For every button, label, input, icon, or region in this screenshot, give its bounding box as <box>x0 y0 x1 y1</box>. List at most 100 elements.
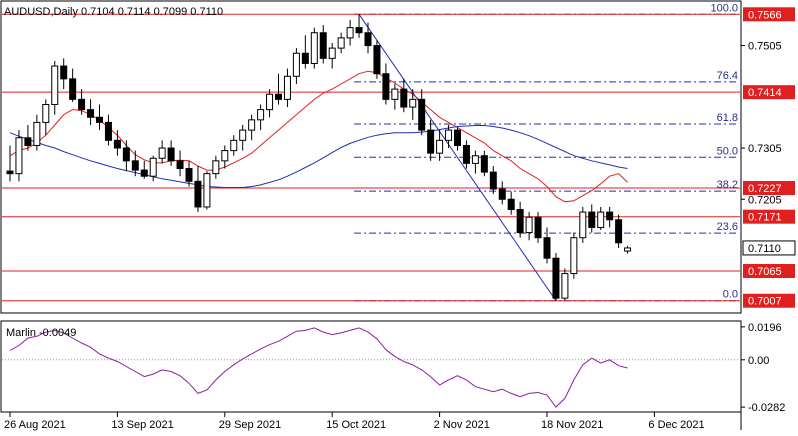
candle-body-up <box>436 139 444 154</box>
trendline[interactable] <box>358 14 557 302</box>
candle <box>382 63 390 105</box>
time-axis: 26 Aug 2021 13 Sep 2021 29 Sep 2021 15 Oct … <box>4 412 705 431</box>
candle-body-down <box>418 98 426 131</box>
candle-body-up <box>33 121 41 146</box>
candle <box>391 83 399 110</box>
time-tick-label: 2 Nov 2021 <box>434 419 490 431</box>
candle-body-down <box>427 129 435 154</box>
candle <box>498 181 506 205</box>
candle-body-down <box>516 209 524 234</box>
candle <box>24 124 32 151</box>
candle-body-up <box>561 273 569 299</box>
candle-body-up <box>158 147 166 159</box>
candle <box>69 68 77 102</box>
candle <box>427 119 435 161</box>
candle-body-down <box>24 137 32 146</box>
fib-label-61.8: 61.8 <box>717 112 738 124</box>
current-price-label: 0.7110 <box>748 243 781 255</box>
candle-body-down <box>60 65 68 80</box>
fib-labels: 100.0 76.4 61.8 50.0 38.2 23.6 0.0 <box>710 2 738 300</box>
time-tick-label: 18 Nov 2021 <box>541 419 603 431</box>
price-tick-label: 0.7205 <box>748 194 782 206</box>
candle-body-up <box>248 119 256 131</box>
level-price-box <box>743 7 795 22</box>
candle <box>51 60 59 115</box>
fib-label-0.0: 0.0 <box>723 289 738 301</box>
candle-body-down <box>69 78 77 100</box>
candle-body-down <box>507 198 515 211</box>
candle <box>292 48 300 84</box>
candle <box>400 78 408 113</box>
time-tick-label: 29 Sep 2021 <box>219 419 281 431</box>
candle <box>301 35 309 69</box>
level-price-box <box>743 293 795 308</box>
chart-title: AUDUSD,Daily 0.7104 0.7114 0.7099 0.7110 <box>4 6 223 18</box>
candle <box>337 32 345 54</box>
time-tick-label: 15 Oct 2021 <box>326 419 386 431</box>
candle-body-down <box>96 116 103 123</box>
candle <box>257 104 265 131</box>
candle-body-down <box>498 188 506 200</box>
candle <box>418 89 426 136</box>
candle-body-up <box>328 47 336 59</box>
candle <box>310 27 318 69</box>
candle-body-down <box>480 155 488 173</box>
candle <box>507 191 515 215</box>
candle-body-down <box>176 160 184 170</box>
marlin-line <box>9 327 628 408</box>
candle <box>185 160 193 187</box>
moving-average-1 <box>9 70 628 203</box>
candle-body-up <box>391 88 399 100</box>
candle-body-down <box>87 109 95 118</box>
candle-body-down <box>382 73 390 100</box>
candle-body-up <box>257 109 265 121</box>
candle <box>6 145 14 182</box>
candle <box>454 127 461 151</box>
level-price-label: 0.7171 <box>748 212 782 224</box>
level-price-label: 0.7227 <box>748 183 782 195</box>
candle-body-down <box>131 160 139 171</box>
candle-body-up <box>597 211 605 228</box>
candle <box>131 150 139 177</box>
candle-body-up <box>337 37 345 49</box>
candle <box>221 145 229 169</box>
indicator-panel[interactable] <box>0 320 742 413</box>
candle-body-up <box>221 150 229 162</box>
candle <box>239 124 247 151</box>
candle-body-up <box>310 32 318 64</box>
price-tick-label: 0.7505 <box>748 41 782 53</box>
candle-body-down <box>104 121 112 141</box>
candle <box>525 212 533 241</box>
candle-body-down <box>615 219 623 244</box>
fib-label-100.0: 100.0 <box>710 2 738 14</box>
candle-body-down <box>454 129 461 146</box>
candle <box>275 73 282 105</box>
candle-body-down <box>373 45 381 75</box>
level-price-box <box>743 209 795 224</box>
candle-body-up <box>445 129 453 141</box>
level-price-box <box>743 264 795 279</box>
candle <box>113 130 121 156</box>
candle <box>42 99 50 136</box>
candle <box>33 114 41 151</box>
candle-body-down <box>185 168 193 182</box>
moving-average-2 <box>9 125 628 188</box>
fib-label-38.2: 38.2 <box>717 179 738 191</box>
candle <box>149 155 157 182</box>
candle <box>87 99 95 125</box>
candle-body-down <box>301 52 309 64</box>
candle-body-up <box>346 27 354 39</box>
candle-body-down <box>122 147 130 162</box>
candle <box>561 268 569 301</box>
indicator-tick-label: 0.0196 <box>748 322 782 334</box>
candle-body-up <box>570 237 578 275</box>
candle <box>230 135 238 156</box>
fib-label-50.0: 50.0 <box>717 145 738 157</box>
candle-body-up <box>203 173 211 208</box>
candle <box>364 22 372 54</box>
candle <box>534 212 542 243</box>
candle-body-down <box>543 237 551 259</box>
level-price-label: 0.7065 <box>748 266 782 278</box>
candle-body-down <box>552 257 560 299</box>
candle-body-down <box>6 170 14 175</box>
